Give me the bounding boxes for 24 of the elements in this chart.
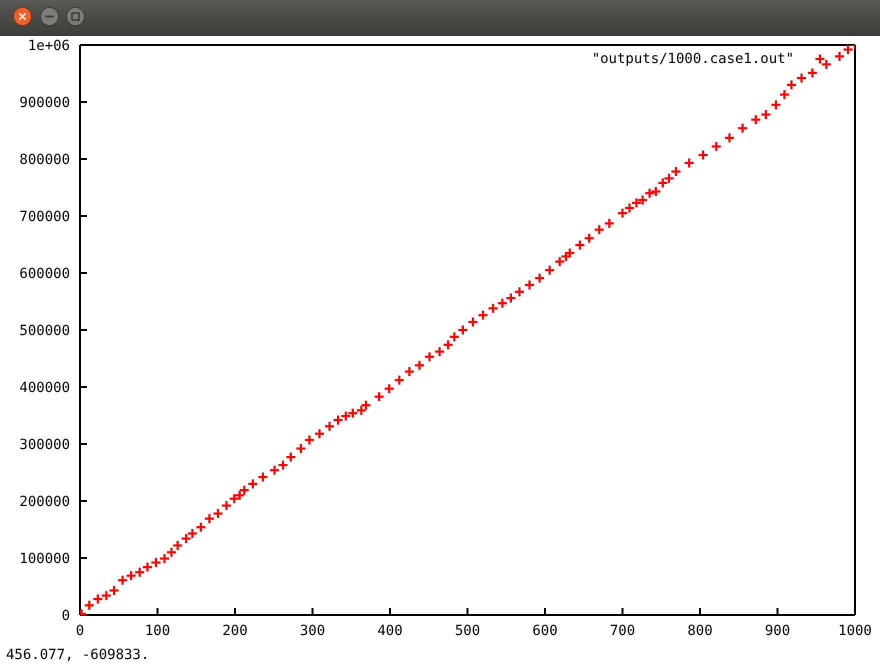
- legend-label: "outputs/1000.case1.out": [592, 51, 794, 67]
- x-tick-label: 700: [610, 622, 636, 639]
- y-tick-label: 200000: [19, 494, 70, 510]
- x-tick-label: 200: [222, 622, 248, 639]
- y-tick-label: 800000: [19, 152, 70, 168]
- y-tick-label: 700000: [19, 208, 70, 225]
- y-tick-label: 500000: [19, 322, 70, 339]
- y-tick-label: 0: [62, 608, 70, 624]
- y-tick-label: 400000: [19, 380, 70, 396]
- y-tick-label: 100000: [19, 550, 70, 567]
- text: 456.077, -609833.: [6, 647, 150, 663]
- y-tick-label: 900000: [19, 94, 70, 111]
- x-tick-label: 600: [532, 622, 558, 639]
- y-tick-label: 600000: [19, 266, 70, 282]
- x-tick-label: 900: [764, 622, 790, 639]
- x-tick-label: 400: [377, 622, 403, 639]
- x-tick-label: 500: [454, 622, 480, 639]
- y-tick-label: 300000: [19, 436, 70, 453]
- x-tick-label: 300: [300, 622, 326, 639]
- x-tick-label: 0: [76, 622, 84, 639]
- y-tick-label: 1e+06: [28, 38, 70, 54]
- x-tick-label: 800: [687, 622, 713, 639]
- x-tick-label: 100: [144, 622, 170, 639]
- x-tick-label: 1000: [838, 622, 872, 639]
